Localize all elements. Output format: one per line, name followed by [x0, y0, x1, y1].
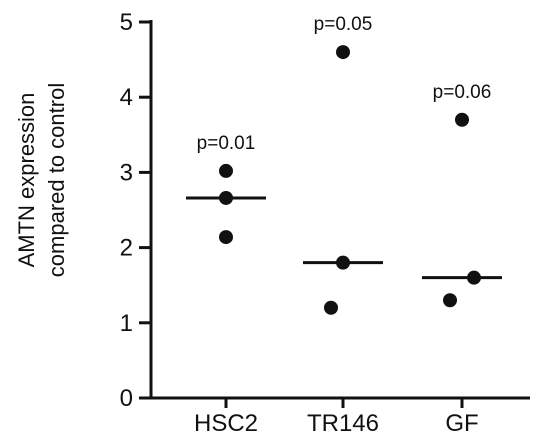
- x-tick-label: HSC2: [194, 410, 258, 437]
- y-ticks: 0 1 2 3 4 5: [120, 9, 151, 412]
- y-tick-label: 3: [120, 159, 133, 186]
- x-tick-labels: HSC2 TR146 GF: [194, 398, 479, 437]
- data-point: [467, 270, 481, 285]
- y-tick-label: 5: [120, 9, 133, 36]
- data-point: [455, 112, 469, 127]
- data-point: [219, 230, 233, 245]
- x-tick-label: GF: [445, 410, 478, 437]
- data-points: [219, 45, 481, 315]
- data-point: [219, 190, 233, 205]
- y-axis-label: AMTN expression compared to control: [14, 83, 69, 277]
- p-value-labels: p=0.01 p=0.05 p=0.06: [197, 14, 492, 154]
- p-value-label: p=0.06: [433, 82, 492, 103]
- x-tick-label: TR146: [307, 410, 379, 437]
- y-tick-label: 1: [120, 310, 133, 337]
- p-value-label: p=0.05: [314, 14, 373, 35]
- y-axis-label-line-2: compared to control: [44, 83, 69, 277]
- data-point: [219, 163, 233, 178]
- y-axis-label-line-1: AMTN expression: [14, 93, 39, 268]
- y-tick-label: 4: [120, 84, 133, 111]
- data-point: [336, 45, 350, 60]
- data-point: [336, 255, 350, 270]
- data-point: [443, 293, 457, 308]
- data-point: [324, 300, 338, 315]
- p-value-label: p=0.01: [197, 133, 256, 154]
- axes: [149, 20, 530, 400]
- y-tick-label: 0: [120, 385, 133, 412]
- y-tick-label: 2: [120, 235, 133, 262]
